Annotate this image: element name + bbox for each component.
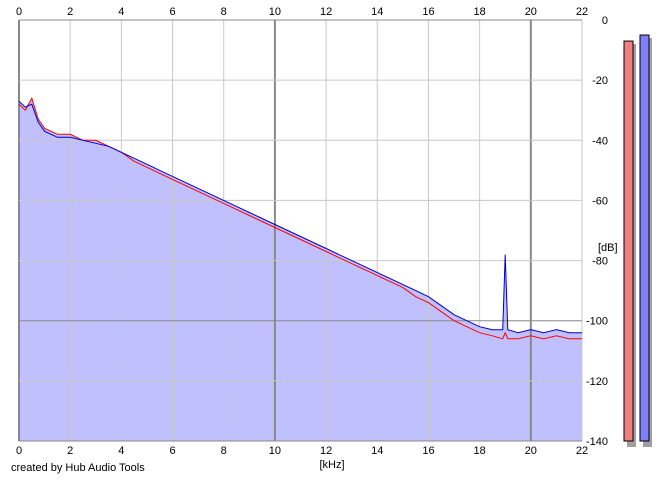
x-tick-bottom: 8: [221, 445, 227, 457]
y-tick: 0: [602, 15, 608, 27]
y-tick: -80: [592, 256, 608, 268]
x-tick-bottom: 22: [576, 445, 588, 457]
y-tick: -60: [592, 195, 608, 207]
x-tick-bottom: 4: [118, 445, 124, 457]
y-tick: -20: [592, 75, 608, 87]
x-tick-bottom: 16: [422, 445, 434, 457]
x-tick-top: 18: [474, 6, 486, 18]
x-tick-top: 10: [269, 6, 281, 18]
x-tick-top: 12: [320, 6, 332, 18]
x-tick-top: 16: [422, 6, 434, 18]
x-tick-top: 2: [67, 6, 73, 18]
y-tick: -40: [592, 135, 608, 147]
x-tick-top: 4: [118, 6, 124, 18]
x-tick-top: 20: [525, 6, 537, 18]
x-axis-label: [kHz]: [319, 459, 344, 471]
meter-right: [639, 34, 650, 442]
y-tick: -120: [586, 376, 608, 388]
x-tick-top: 6: [169, 6, 175, 18]
level-meters: [623, 34, 652, 448]
x-tick-bottom: 10: [269, 445, 281, 457]
x-tick-bottom: 12: [320, 445, 332, 457]
credit-text: created by Hub Audio Tools: [11, 462, 145, 474]
x-tick-bottom: 18: [474, 445, 486, 457]
x-tick-bottom: 20: [525, 445, 537, 457]
spectrum-fill: [19, 98, 582, 441]
series-layer: [18, 96, 582, 340]
x-tick-top: 14: [371, 6, 383, 18]
x-tick-top: 0: [16, 6, 22, 18]
x-tick-bottom: 2: [67, 445, 73, 457]
y-axis-label: [dB]: [598, 242, 618, 254]
x-tick-bottom: 0: [16, 445, 22, 457]
grid-layer: [18, 19, 583, 442]
spectrum-fill-layer: [19, 98, 582, 441]
x-tick-top: 22: [576, 6, 588, 18]
y-tick: -100: [586, 316, 608, 328]
x-tick-bottom: 6: [169, 445, 175, 457]
series-line-1: [18, 100, 582, 334]
y-tick: -140: [586, 436, 608, 448]
y-tick-labels: 0 -20 -40 -60 -80 -100 -120 -140: [586, 15, 608, 448]
x-tick-top: 8: [221, 6, 227, 18]
meter-left: [623, 40, 634, 442]
x-tick-bottom: 14: [371, 445, 383, 457]
series-line-0: [18, 96, 582, 340]
